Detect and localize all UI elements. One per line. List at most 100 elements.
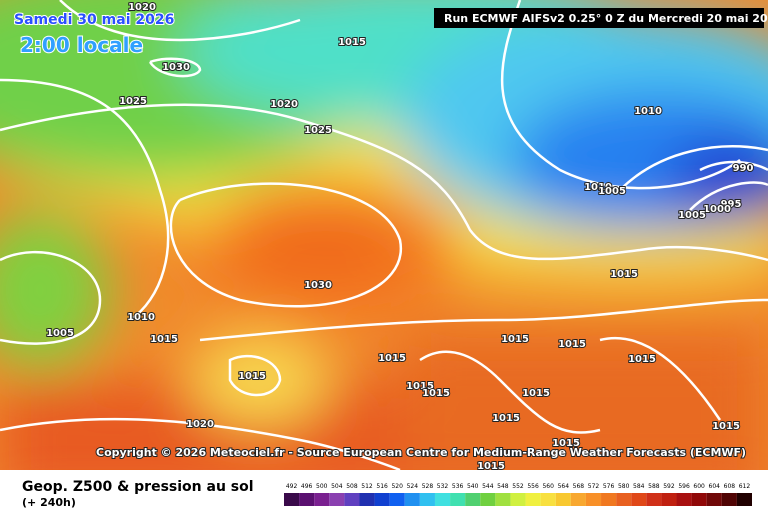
colorbar-swatch	[631, 493, 647, 506]
colorbar-label: 572	[588, 483, 600, 490]
isobar-label: 1015	[492, 413, 520, 424]
colorbar-label: 544	[482, 483, 494, 490]
isobar-label: 1020	[270, 99, 298, 110]
isobar-label: 1015	[558, 339, 586, 350]
colorbar-label: 584	[633, 483, 645, 490]
isobar-label: 1015	[422, 388, 450, 399]
isobar-label: 1025	[119, 96, 147, 107]
isobar-label: 1015	[610, 269, 638, 280]
colorbar-swatch	[465, 493, 481, 506]
colorbar-swatch	[616, 493, 632, 506]
colorbar-swatch	[706, 493, 722, 506]
colorbar-swatch	[389, 493, 405, 506]
colorbar-label: 604	[709, 483, 721, 490]
colorbar-swatch	[540, 493, 556, 506]
isobar-label: 1030	[162, 62, 190, 73]
colorbar-swatch	[646, 493, 662, 506]
isobar-label: 1015	[477, 461, 505, 472]
colorbar-label: 528	[422, 483, 434, 490]
isobar-label: 1015	[338, 37, 366, 48]
colorbar-label: 536	[452, 483, 464, 490]
colorbar-swatch	[404, 493, 420, 506]
colorbar-label: 592	[663, 483, 675, 490]
colorbar-label: 576	[603, 483, 615, 490]
colorbar-label: 496	[301, 483, 313, 490]
colorbar-swatch	[284, 493, 300, 506]
copyright: Copyright © 2026 Meteociel.fr - Source E…	[96, 446, 746, 459]
isobar-label: 1015	[552, 438, 580, 449]
colorbar-label: 524	[407, 483, 419, 490]
colorbar-swatch	[419, 493, 435, 506]
isobar-label: 1015	[378, 353, 406, 364]
date: Samedi 30 mai 2026	[14, 12, 174, 28]
colorbar-swatch	[359, 493, 375, 506]
colorbar-swatch	[691, 493, 707, 506]
colorbar-swatch	[329, 493, 345, 506]
colorbar-label: 600	[693, 483, 705, 490]
colorbar-label: 608	[724, 483, 736, 490]
local-time: 2:00 locale	[20, 33, 143, 57]
colorbar-label: 500	[316, 483, 328, 490]
isobar-label: 1015	[628, 354, 656, 365]
colorbar-label: 532	[437, 483, 449, 490]
isobar-label: 1015	[406, 381, 434, 392]
run-info: Run ECMWF AIFSv2 0.25° 0 Z du Mercredi 2…	[444, 12, 768, 25]
colorbar-swatch	[570, 493, 586, 506]
colorbar-swatch	[480, 493, 496, 506]
isobar-label: 1025	[304, 125, 332, 136]
isobar-label: 1010	[584, 182, 612, 193]
run-box	[434, 8, 764, 28]
isobar-label: 995	[721, 199, 742, 210]
isobar-label: 1005	[598, 186, 626, 197]
colorbar-swatch	[661, 493, 677, 506]
isobar-label: 1010	[127, 312, 155, 323]
colorbar-swatch	[434, 493, 451, 506]
isobar-label: 1015	[150, 334, 178, 345]
isobar-label: 1005	[678, 210, 706, 221]
isobar-label: 1015	[238, 371, 266, 382]
colorbar-label: 588	[648, 483, 660, 490]
colorbar-label: 580	[618, 483, 630, 490]
isobar-label: 1005	[46, 328, 74, 339]
colorbar-label: 520	[391, 483, 403, 490]
colorbar-label: 548	[497, 483, 509, 490]
isobar-label: 990	[733, 163, 754, 174]
colorbar-swatch	[314, 493, 330, 506]
footer-lead: (+ 240h)	[22, 496, 76, 509]
colorbar-swatch	[299, 493, 315, 506]
colorbar-label: 612	[739, 483, 751, 490]
colorbar-swatch	[555, 493, 571, 506]
field	[0, 0, 768, 500]
isobar-label: 1000	[703, 204, 731, 215]
footer-title: Geop. Z500 & pression au sol	[22, 479, 254, 495]
colorbar-label: 516	[376, 483, 388, 490]
colorbar-label: 556	[527, 483, 539, 490]
colorbar-label: 508	[346, 483, 358, 490]
colorbar-swatch	[736, 493, 752, 506]
colorbar-swatch	[601, 493, 617, 506]
colorbar-label: 568	[573, 483, 585, 490]
colorbar-swatch	[344, 493, 360, 506]
isobar-label: 1015	[712, 421, 740, 432]
colorbar-swatch	[721, 493, 737, 506]
isobar-label: 1010	[634, 106, 662, 117]
colorbar-swatch	[374, 493, 390, 506]
colorbar-swatch	[676, 493, 692, 506]
isobar-label: 1015	[501, 334, 529, 345]
colorbar-label: 552	[512, 483, 524, 490]
isobar-label: 1015	[522, 388, 550, 399]
colorbar-swatch	[525, 493, 541, 506]
colorbar-label: 512	[361, 483, 373, 490]
colorbar-label: 596	[678, 483, 690, 490]
colorbar-label: 504	[331, 483, 343, 490]
isobar-label: 1020	[128, 2, 156, 13]
colorbar-label: 564	[558, 483, 570, 490]
colorbar-label: 492	[286, 483, 298, 490]
colorbar-swatch	[510, 493, 526, 506]
colorbar-swatch	[495, 493, 511, 506]
isobars	[0, 0, 768, 434]
colorbar-swatch	[585, 493, 602, 506]
colorbar-label: 560	[542, 483, 554, 490]
